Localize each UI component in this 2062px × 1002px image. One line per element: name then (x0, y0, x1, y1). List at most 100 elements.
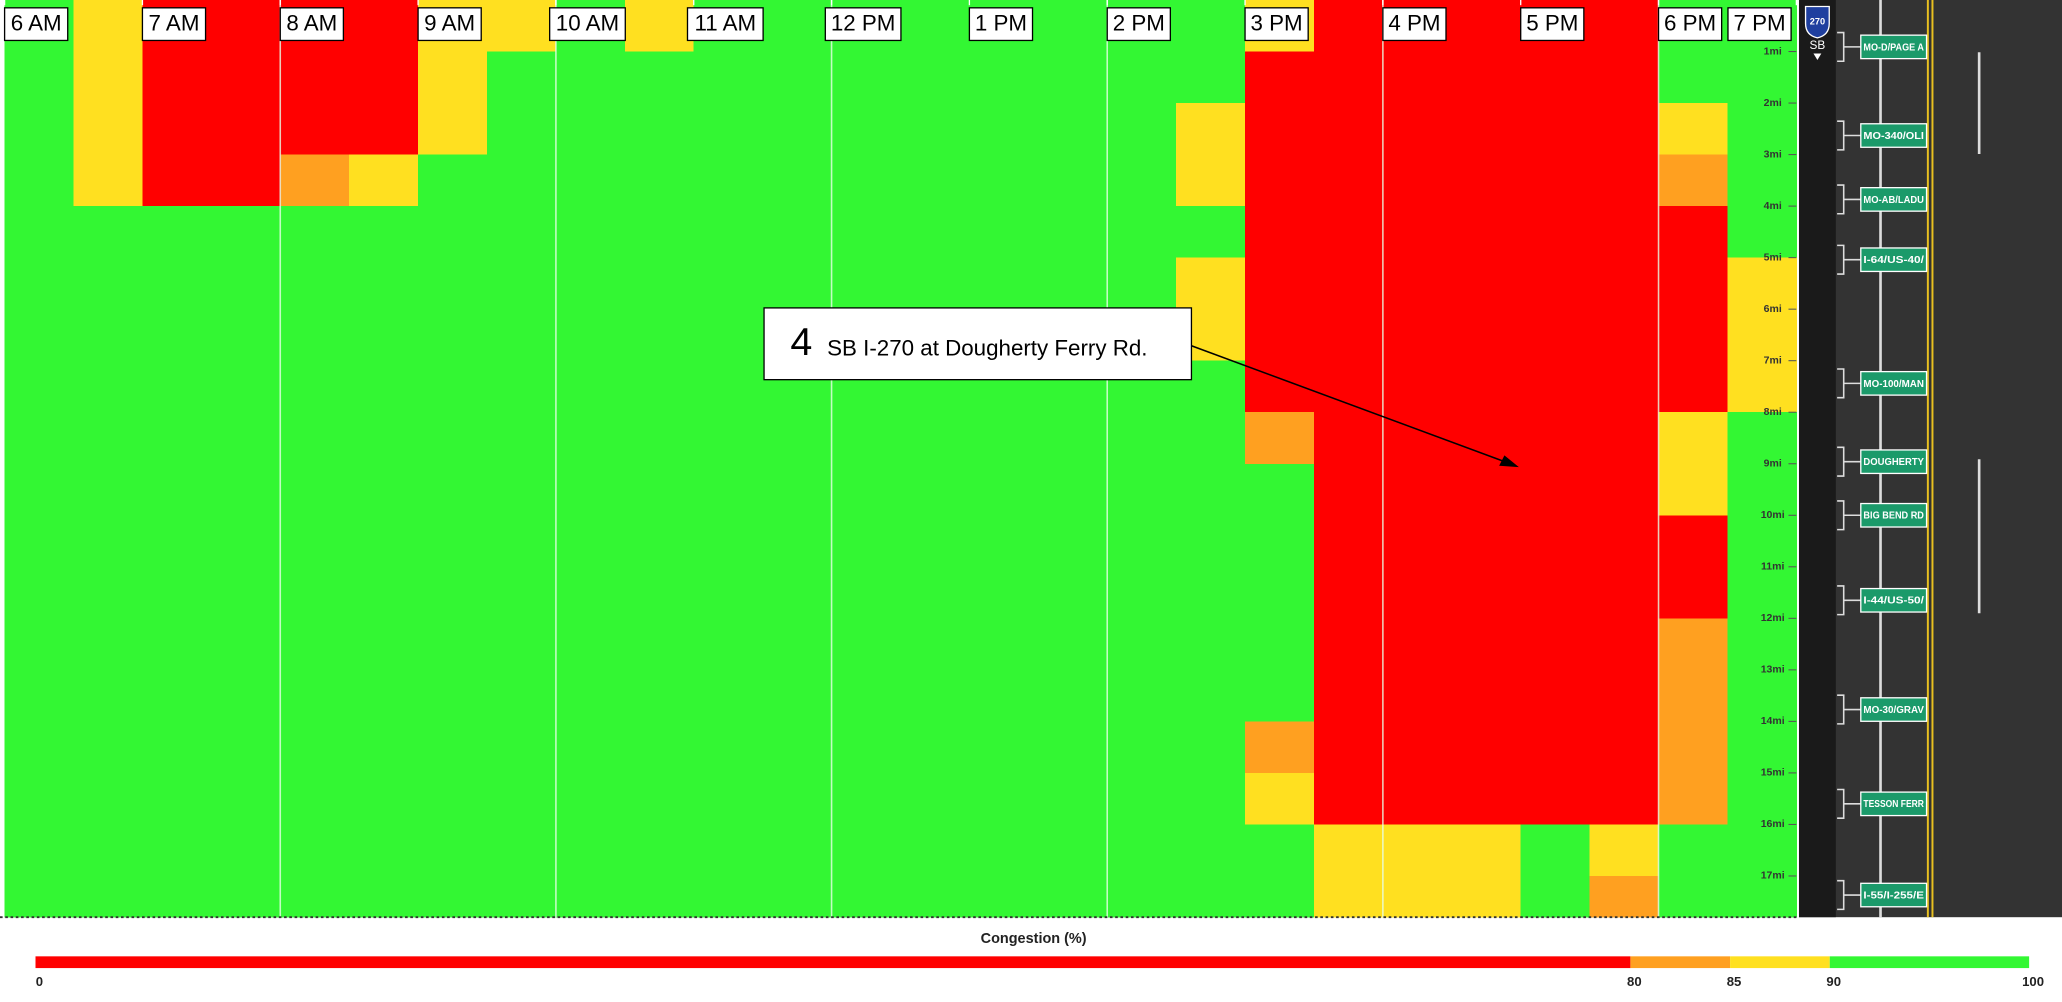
heat-cell (1382, 824, 1453, 877)
heat-cell (4, 360, 74, 413)
heat-cell (1107, 154, 1177, 207)
heat-cell (1038, 566, 1108, 619)
heat-cell (1727, 206, 1797, 259)
exit-sign (1860, 187, 1928, 212)
x-tick-box (1382, 7, 1447, 42)
colorbar-segment (1829, 956, 2030, 969)
heat-cell (900, 257, 970, 310)
exit-sign (1860, 449, 1928, 475)
heat-cell (73, 721, 143, 774)
heat-cell (73, 875, 143, 918)
exit-bracket (1837, 446, 1863, 477)
heat-cell (624, 463, 695, 516)
heat-cell (418, 566, 488, 619)
heat-cell (486, 309, 557, 362)
heat-cell (1451, 721, 1522, 774)
heat-cell (1451, 824, 1522, 877)
heat-cell (142, 103, 212, 155)
heat-cell (831, 721, 901, 774)
heat-cell (900, 875, 970, 918)
exit-bracket (1837, 184, 1863, 215)
heat-cell (486, 154, 557, 207)
heat-cell (1658, 669, 1728, 722)
heat-cell (4, 257, 74, 310)
heat-cell (1589, 51, 1659, 104)
exit-sign (1860, 123, 1928, 148)
heat-cell (831, 154, 901, 207)
heat-cell (624, 360, 695, 413)
heat-cell (1038, 257, 1108, 310)
heat-cell (1245, 463, 1315, 516)
heat-cell (211, 360, 281, 413)
y-tick-label: 3mi (1764, 149, 1782, 160)
heat-cell (1520, 515, 1591, 568)
heat-cell (900, 412, 970, 465)
x-tick-label: 6 PM (1664, 11, 1716, 36)
x-tick-label: 5 PM (1526, 11, 1578, 36)
heat-cell (1382, 875, 1453, 918)
exit-sign (1860, 697, 1928, 722)
heat-cell (1658, 463, 1728, 516)
heat-cell (1245, 51, 1315, 104)
heat-cell (1038, 206, 1108, 259)
heat-cell (900, 51, 970, 104)
heat-cell (555, 618, 626, 671)
heat-cell (1658, 412, 1728, 465)
heat-cell (1245, 309, 1315, 362)
heatmap (4, 0, 1797, 918)
heat-cell (1520, 669, 1591, 722)
heat-cell (831, 824, 901, 877)
heat-cell (4, 515, 74, 568)
exit-bracket (1837, 368, 1863, 399)
heat-cell (4, 103, 74, 155)
heat-cell (418, 463, 488, 516)
heat-cell (693, 206, 764, 259)
heat-cell (900, 515, 970, 568)
x-tick-label: 9 AM (424, 11, 475, 36)
heat-cell (486, 669, 557, 722)
heat-cell (969, 103, 1039, 155)
exit-label: MO-30/GRAV (1863, 705, 1924, 716)
heat-cell (1245, 103, 1315, 155)
heat-cell (831, 463, 901, 516)
heat-cell (693, 463, 764, 516)
heat-cell (1520, 51, 1591, 104)
heat-cell (1245, 257, 1315, 310)
heat-cell (1727, 875, 1797, 918)
heat-cell (624, 154, 695, 207)
heat-cell (1727, 824, 1797, 877)
heat-cell (4, 463, 74, 516)
heat-cell (486, 515, 557, 568)
heat-cell (1176, 772, 1246, 825)
x-tick-label: 7 PM (1733, 11, 1785, 36)
heat-cell (418, 206, 488, 259)
heat-cell (624, 257, 695, 310)
heat-cell (418, 257, 488, 310)
heat-cell (1658, 206, 1728, 259)
heat-cell (900, 824, 970, 877)
heat-cell (693, 669, 764, 722)
y-tick-label: 16mi (1761, 819, 1785, 830)
heat-cell (142, 154, 212, 207)
heat-cell (969, 669, 1039, 722)
y-tick-label: 12mi (1761, 613, 1785, 624)
heat-cell (762, 257, 832, 310)
exit-label: DOUGHERTY (1863, 457, 1924, 468)
heat-cell (1245, 772, 1315, 825)
heat-cell (1176, 721, 1246, 774)
heat-cell (211, 463, 281, 516)
heat-cell (73, 824, 143, 877)
heat-cell (555, 206, 626, 259)
heat-cell (555, 463, 626, 516)
heat-cell (486, 824, 557, 877)
heat-cell (4, 566, 74, 619)
colorbar-segment (1730, 956, 1830, 969)
heat-cell (349, 0, 419, 52)
heat-cell (1382, 206, 1453, 259)
heat-cell (1245, 721, 1315, 774)
heat-cell (762, 721, 832, 774)
heat-cell (969, 257, 1039, 310)
heat-cell (1589, 412, 1659, 465)
